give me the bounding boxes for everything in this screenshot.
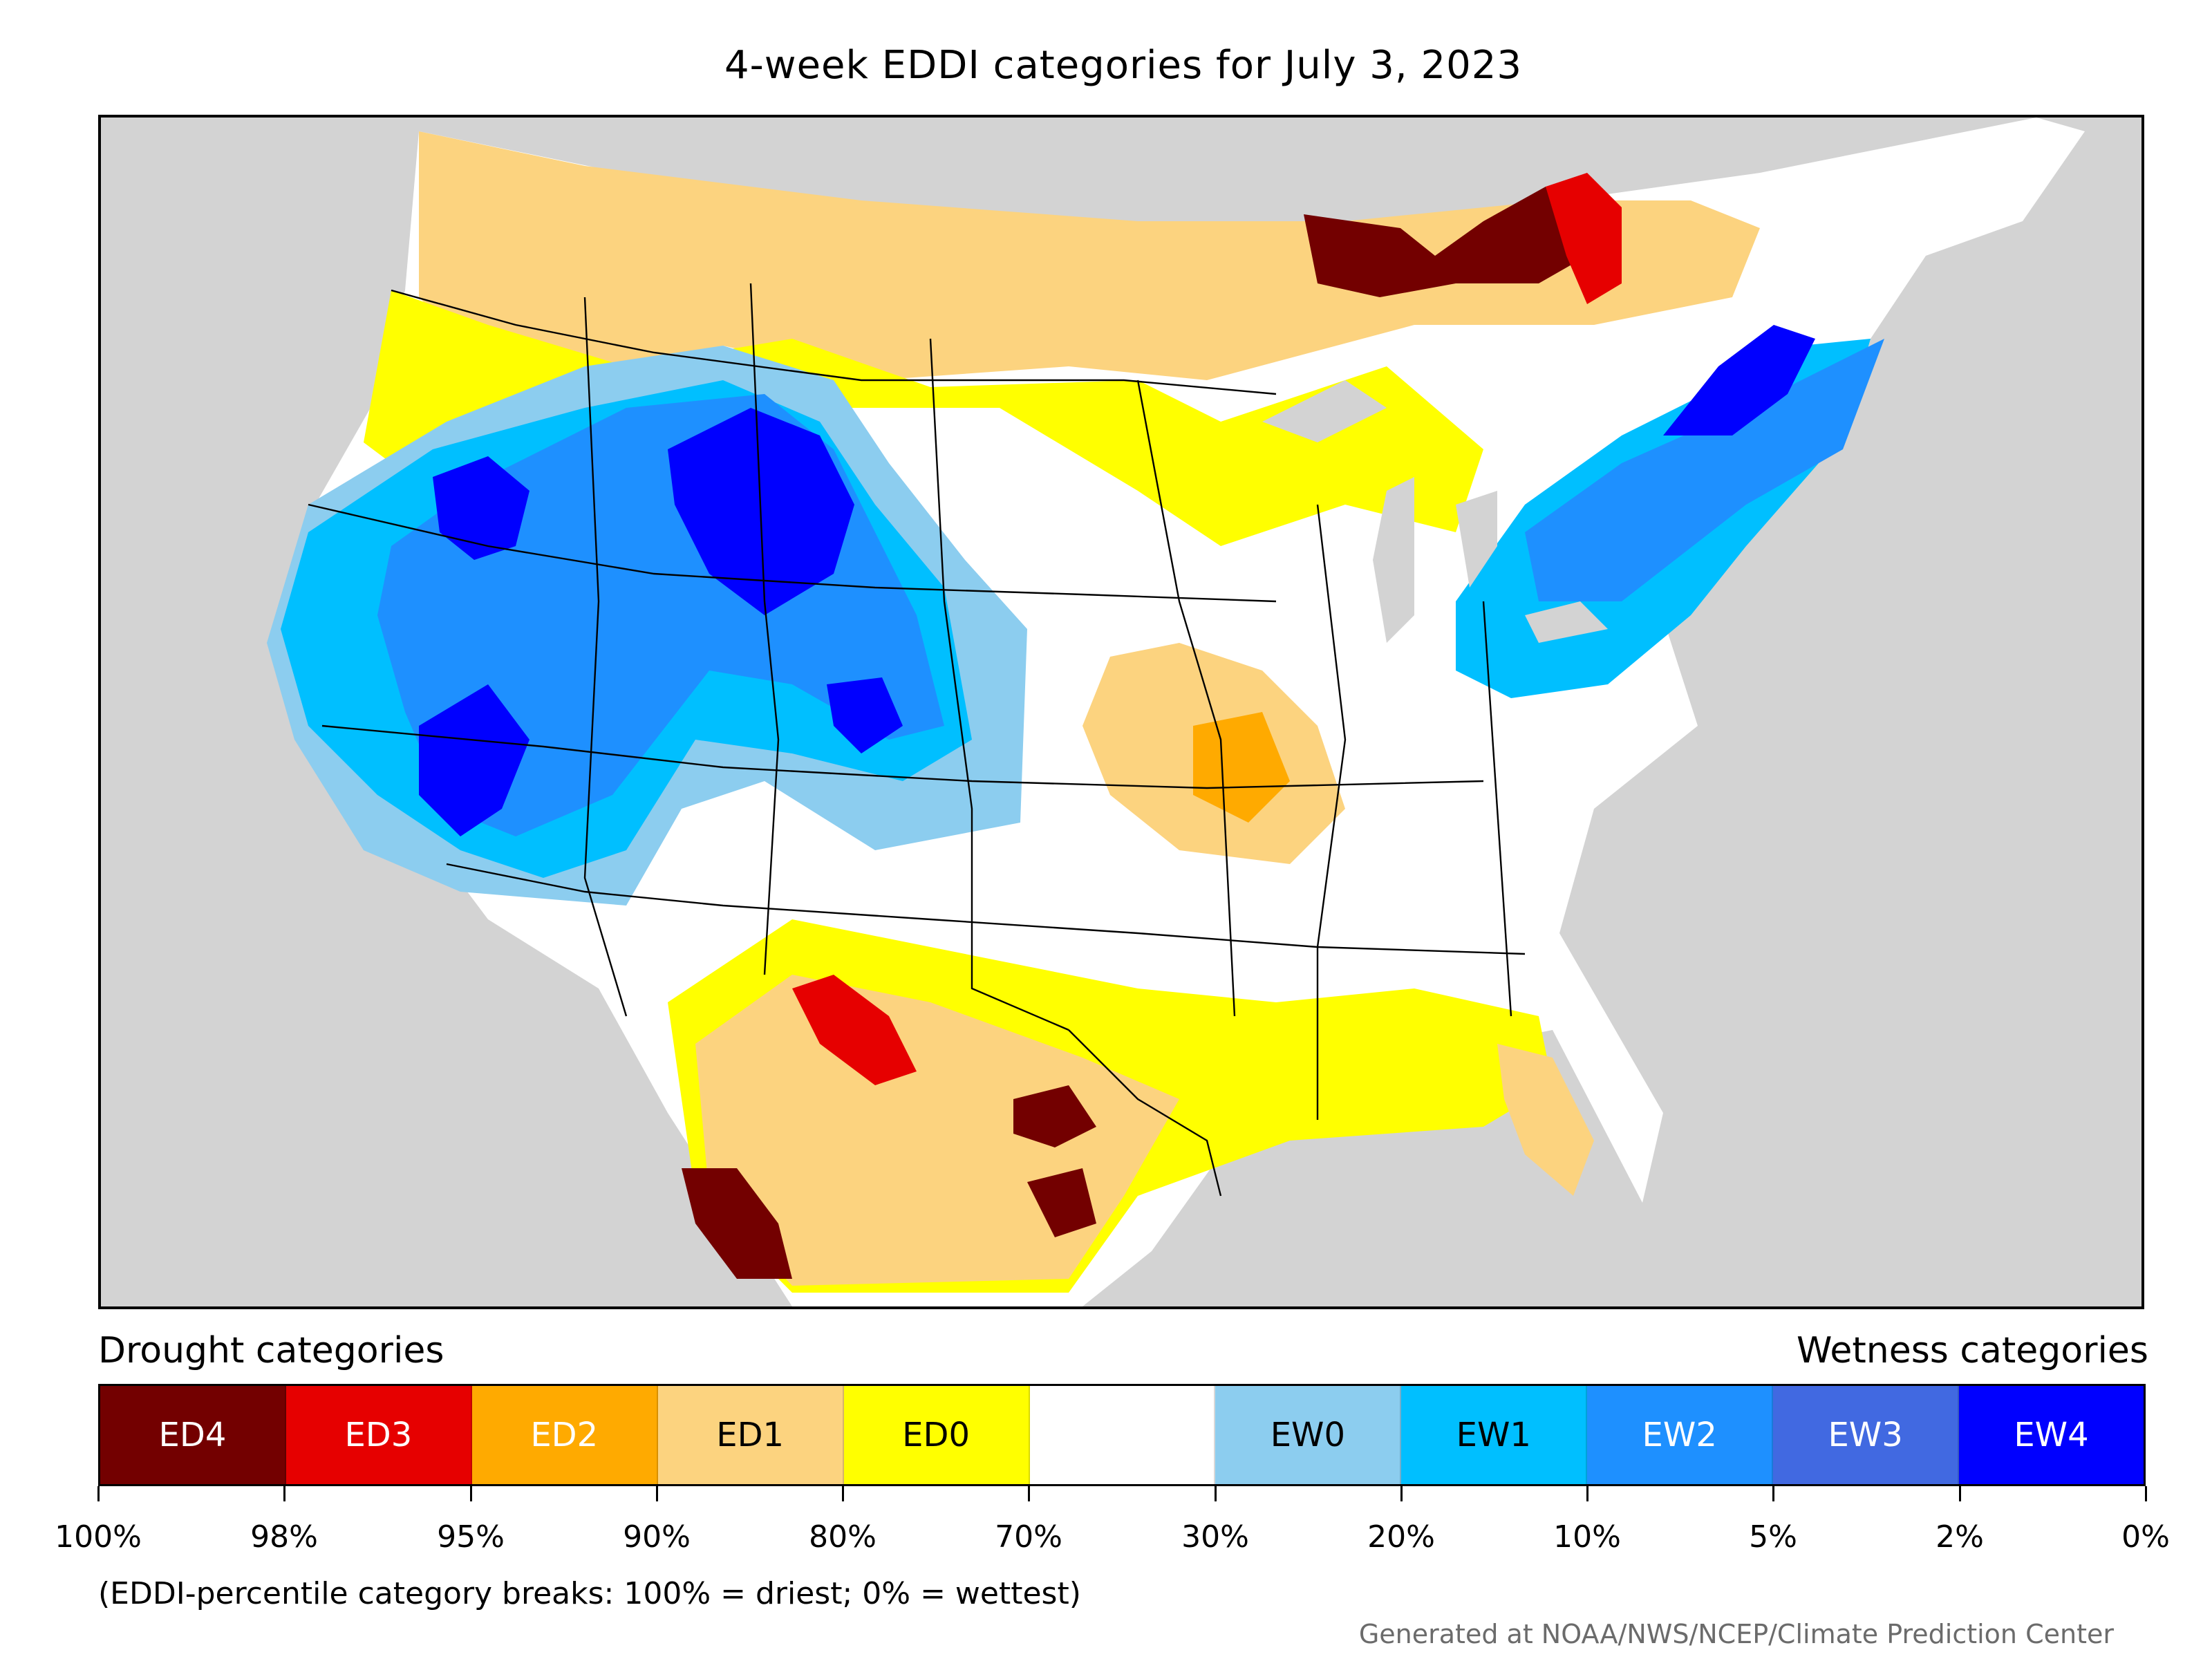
- zone-ed3-newmexico: [792, 975, 917, 1085]
- legend-tick-label: 90%: [623, 1519, 691, 1555]
- legend-swatch-ed1: ED1: [657, 1386, 844, 1484]
- zone-ed0-north: [364, 290, 1483, 546]
- zone-ew4-quebec: [1663, 325, 1815, 435]
- map-title: 4-week EDDI categories for July 3, 2023: [724, 43, 1523, 88]
- zone-ed4-ontario: [1304, 187, 1587, 297]
- legend-tick-label: 5%: [1749, 1519, 1797, 1555]
- legend-tick-label: 70%: [995, 1519, 1062, 1555]
- legend-tick-label: 20%: [1367, 1519, 1435, 1555]
- legend-tick: [1400, 1486, 1403, 1501]
- great-lakes: [1262, 380, 1608, 643]
- zone-ed4-mexico: [682, 1168, 792, 1279]
- zone-ed4-gulf: [1027, 1168, 1096, 1237]
- zone-ed1-north: [419, 131, 1760, 380]
- legend-tick: [2145, 1486, 2147, 1501]
- zone-ew4-colorado: [827, 677, 903, 753]
- legend-swatch-ew3: EW3: [1773, 1386, 1960, 1484]
- legend-swatch-ew4: EW4: [1959, 1386, 2144, 1484]
- legend-tick: [1772, 1486, 1774, 1501]
- drought-heading: Drought categories: [98, 1330, 444, 1371]
- zone-ed2-central: [1193, 712, 1290, 823]
- legend-tick: [97, 1486, 100, 1501]
- legend-tick: [470, 1486, 472, 1501]
- wetness-heading: Wetness categories: [1797, 1330, 2148, 1371]
- legend-swatch-normal: [1029, 1386, 1216, 1484]
- legend-ticks: [97, 1486, 2147, 1507]
- legend-tick-label: 30%: [1181, 1519, 1249, 1555]
- legend-tick-label: 10%: [1553, 1519, 1621, 1555]
- legend-tick: [1215, 1486, 1217, 1501]
- map-panel: [98, 115, 2144, 1309]
- legend-swatch-ed4: ED4: [100, 1386, 286, 1484]
- legend-swatch-ed0: ED0: [843, 1386, 1030, 1484]
- zone-ed4-texas: [1013, 1085, 1096, 1147]
- zone-ed3-ontario: [1546, 173, 1622, 304]
- legend-tick: [1586, 1486, 1588, 1501]
- legend-tick-labels: 100% 98% 95% 90% 80% 70% 30% 20% 10% 5% 2% 0%: [55, 1519, 2170, 1561]
- legend-tick-label: 95%: [437, 1519, 505, 1555]
- legend-tick-label: 2%: [1936, 1519, 1984, 1555]
- zone-ew4-nevada: [419, 684, 529, 836]
- credit-text: Generated at NOAA/NWS/NCEP/Climate Predi…: [1358, 1619, 2114, 1649]
- legend-swatch-ed2: ED2: [471, 1386, 658, 1484]
- legend-footnote: (EDDI-percentile category breaks: 100% =…: [98, 1576, 1081, 1611]
- legend-tick-label: 98%: [250, 1519, 318, 1555]
- state-boundaries: [308, 283, 1526, 1197]
- legend-swatch-ed3: ED3: [285, 1386, 472, 1484]
- legend-tick-label: 100%: [55, 1519, 142, 1555]
- legend-colorbar: ED4 ED3 ED2 ED1 ED0 EW0 EW1 EW2 EW3 EW4: [98, 1384, 2146, 1486]
- legend-tick: [1959, 1486, 1961, 1501]
- legend-tick: [283, 1486, 285, 1501]
- legend-swatch-ew2: EW2: [1587, 1386, 1774, 1484]
- legend-tick: [1028, 1486, 1030, 1501]
- legend-swatch-ew1: EW1: [1401, 1386, 1588, 1484]
- zone-ed1-florida: [1497, 1044, 1594, 1196]
- legend-tick-label: 80%: [809, 1519, 877, 1555]
- legend-tick-label: 0%: [2121, 1519, 2170, 1555]
- eddi-map: [267, 118, 2085, 1306]
- legend-tick: [656, 1486, 658, 1501]
- legend-tick: [842, 1486, 844, 1501]
- legend-swatch-ew0: EW0: [1215, 1386, 1402, 1484]
- zone-ew2-northeast: [1525, 339, 1884, 601]
- zone-ew4-idaho: [433, 456, 529, 560]
